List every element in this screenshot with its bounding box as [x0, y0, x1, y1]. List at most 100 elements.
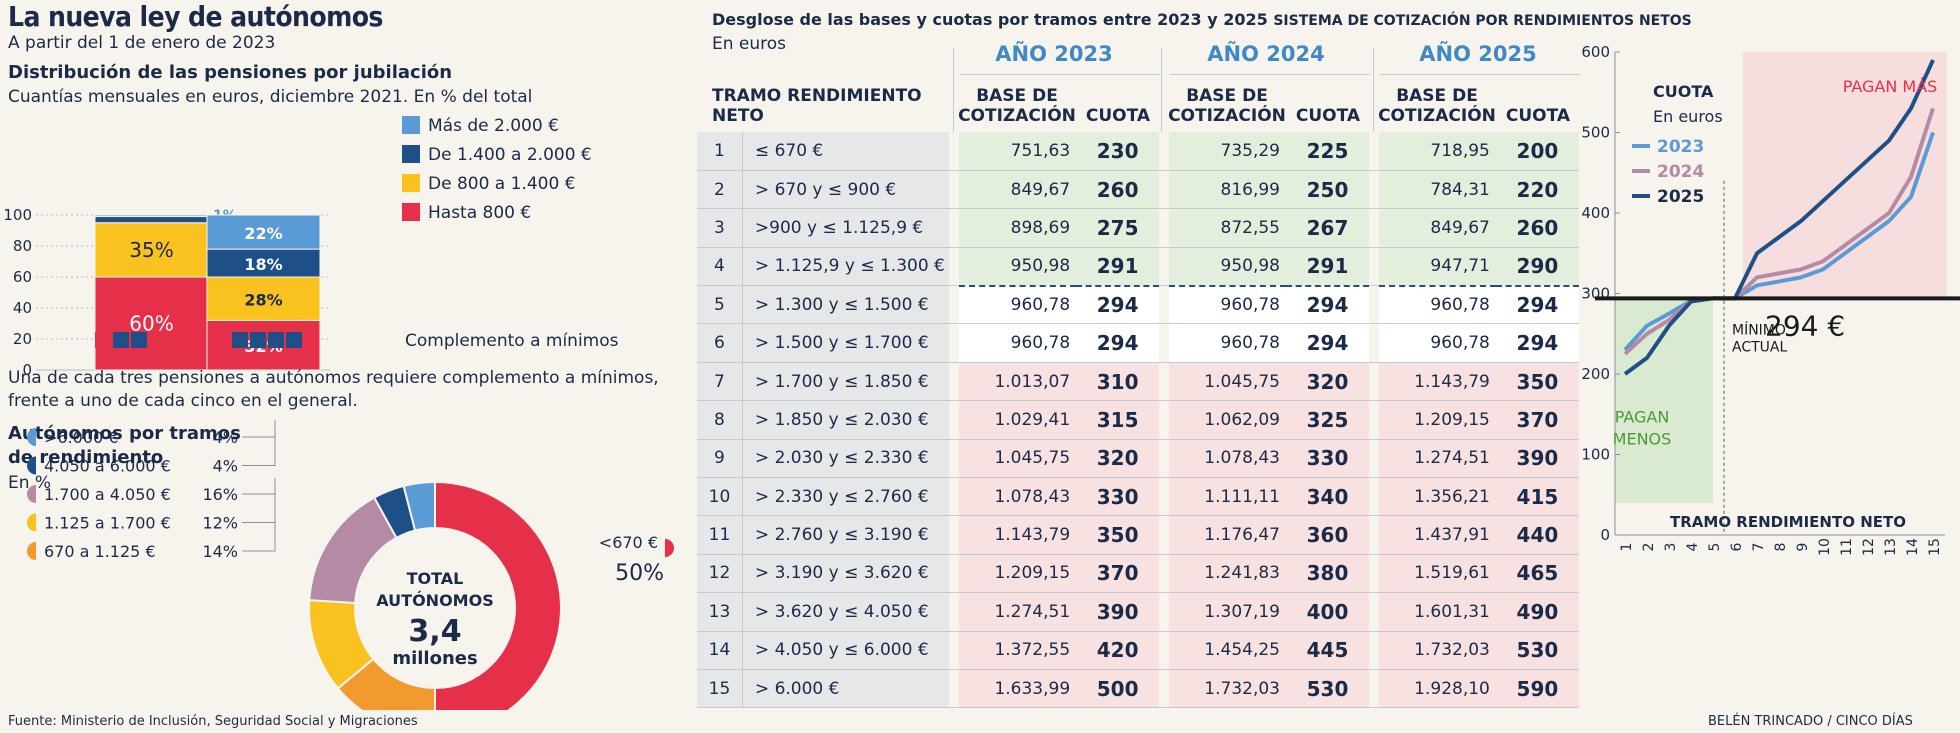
base-2024: 1.307,19 [1168, 592, 1286, 632]
cuota-2023: 320 [1076, 439, 1160, 479]
table-row: 13 > 3.620 y ≤ 4.050 €1.274,51 390 1.307,19… [697, 592, 1579, 632]
base-2025: 849,67 [1378, 208, 1496, 248]
bar-segment [206, 276, 321, 321]
base-2025: 960,78 [1378, 323, 1496, 363]
base-2024: 735,29 [1168, 132, 1286, 171]
table-row: 4 > 1.125,9 y ≤ 1.300 €950,98 291 950,98 291… [697, 247, 1579, 287]
cuota-header-2: CUOTA [1505, 106, 1571, 126]
cuota-2024: 291 [1286, 247, 1369, 287]
data-label: 60% [129, 312, 173, 336]
x-tick-label: 6 [1729, 542, 1745, 551]
row-number: 7 [697, 362, 743, 402]
base-2024: 872,55 [1168, 208, 1286, 248]
table-row: 12 > 3.190 y ≤ 3.620 €1.209,15 370 1.241,83… [697, 554, 1579, 594]
y-tick-label: 0 [1600, 526, 1610, 544]
cuota-2025: 370 [1495, 400, 1579, 440]
base-2024: 950,98 [1168, 247, 1286, 287]
base-2025: 1.209,15 [1378, 400, 1496, 440]
y-tick-label: 500 [1581, 124, 1610, 142]
legend-label: 670 a 1.125 € [44, 542, 156, 561]
legend-swatch [402, 174, 420, 192]
table-row: 9 > 2.030 y ≤ 2.330 €1.045,75 320 1.078,43 3… [697, 439, 1579, 479]
row-tramo: > 1.850 y ≤ 2.030 € [742, 400, 950, 440]
cuota-2023: 420 [1076, 631, 1160, 670]
cuota-2025: 294 [1495, 285, 1579, 325]
cuota-2023: 330 [1076, 477, 1160, 517]
year-2023-header: AÑO 2023 [995, 42, 1113, 66]
cuota-2025: 440 [1495, 515, 1579, 555]
row-number: 12 [697, 554, 743, 594]
tramos-title-2: de rendimiento [8, 447, 164, 468]
row-tramo: > 1.300 y ≤ 1.500 € [742, 285, 950, 325]
table-row: 8 > 1.850 y ≤ 2.030 €1.029,41 315 1.062,09 3… [697, 400, 1579, 440]
leader-line [242, 478, 276, 495]
row-tramo: > 1.500 y ≤ 1.700 € [742, 323, 950, 363]
x-axis-label: TRAMO RENDIMIENTO NETO [1670, 513, 1906, 531]
pensions-subtitle: Cuantías mensuales en euros, diciembre 2… [8, 87, 533, 107]
legend-marker [27, 485, 36, 503]
table-row: 10 > 2.330 y ≤ 2.760 €1.078,43 330 1.111,11… [697, 477, 1579, 517]
base-header-1: BASE DE COTIZACIÓN [1168, 86, 1286, 126]
row-number: 4 [697, 247, 743, 287]
cuota-2024: 225 [1286, 132, 1369, 171]
x-tick-label: 11 [1839, 538, 1855, 556]
table-row: 14 > 4.050 y ≤ 6.000 €1.372,55 420 1.454,25… [697, 631, 1579, 670]
bar-segment [94, 276, 209, 371]
donut-slice [402, 480, 436, 532]
source-note: Fuente: Ministerio de Inclusión, Segurid… [8, 714, 418, 729]
main-marker [665, 539, 674, 557]
cuota-2025: 260 [1495, 208, 1579, 248]
legend-marker [27, 456, 36, 475]
page-title: La nueva ley de autónomos [8, 0, 383, 33]
base-2023: 960,78 [959, 285, 1077, 325]
legend-label: Hasta 800 € [428, 203, 531, 223]
row-tramo: > 670 y ≤ 900 € [742, 170, 950, 210]
base-2023: 1.209,15 [959, 554, 1077, 594]
legend-label: De 1.400 a 2.000 € [428, 145, 592, 165]
pensions-note-1: Una de cada tres pensiones a autónomos r… [8, 368, 659, 388]
category-label: Autónomos [97, 379, 205, 380]
table-row: 1 ≤ 670 €751,63 230 735,29 225 718,95 200 [697, 132, 1579, 171]
base-2024: 1.078,43 [1168, 439, 1286, 479]
row-tramo: > 2.760 y ≤ 3.190 € [742, 515, 950, 555]
cuota-2024: 267 [1286, 208, 1369, 248]
base-2024: 960,78 [1168, 323, 1286, 363]
pagan-menos-label-2: MENOS [1613, 429, 1672, 448]
legend-marker [27, 513, 36, 532]
base-header-2: BASE DE COTIZACIÓN [1378, 86, 1496, 126]
line-chart-unit: En euros [1653, 107, 1723, 126]
cuota-2023: 310 [1076, 362, 1160, 402]
base-2025: 1.601,31 [1378, 592, 1496, 632]
cuota-2023: 390 [1076, 592, 1160, 632]
base-2023: 1.274,51 [959, 592, 1077, 632]
legend-label: 2024 [1657, 162, 1704, 182]
cuota-2024: 320 [1286, 362, 1369, 402]
x-tick-label: 4 [1685, 542, 1701, 551]
row-tramo: > 1.125,9 y ≤ 1.300 € [742, 247, 950, 287]
row-tramo: > 6.000 € [742, 669, 950, 709]
table-row: 6 > 1.500 y ≤ 1.700 €960,78 294 960,78 294 96… [697, 323, 1579, 363]
line-chart-title: CUOTA [1653, 82, 1714, 101]
pensions-note-2: frente a uno de cada cinco en el general… [8, 391, 358, 411]
legend-label: >6.000 € [44, 428, 118, 447]
base-2023: 1.045,75 [959, 439, 1077, 479]
cuotas-table: 1 ≤ 670 €751,63 230 735,29 225 718,95 200 2 > 67… [697, 132, 1579, 709]
base-2023: 1.372,55 [959, 631, 1077, 670]
cuota-2023: 370 [1076, 554, 1160, 594]
minimo-label-1: MÍNIMO [1732, 321, 1786, 338]
row-tramo: ≤ 670 € [742, 132, 950, 171]
legend-label: 2025 [1657, 187, 1704, 207]
base-2024: 1.062,09 [1168, 400, 1286, 440]
cuota-2024: 530 [1286, 669, 1369, 709]
y-tick-label: 100 [1581, 446, 1610, 464]
table-row: 5 > 1.300 y ≤ 1.500 €960,78 294 960,78 294 96… [697, 285, 1579, 325]
cuota-2023: 230 [1076, 132, 1160, 171]
cuota-2023: 294 [1076, 323, 1160, 363]
y-tick-label: 20 [13, 330, 32, 348]
base-2023: 898,69 [959, 208, 1077, 248]
cuota-header-0: CUOTA [1085, 106, 1151, 126]
complemento-squares-general [214, 332, 302, 352]
legend-label: 4.050 a 6.000 € [44, 457, 171, 476]
row-tramo: > 2.030 y ≤ 2.330 € [742, 439, 950, 479]
